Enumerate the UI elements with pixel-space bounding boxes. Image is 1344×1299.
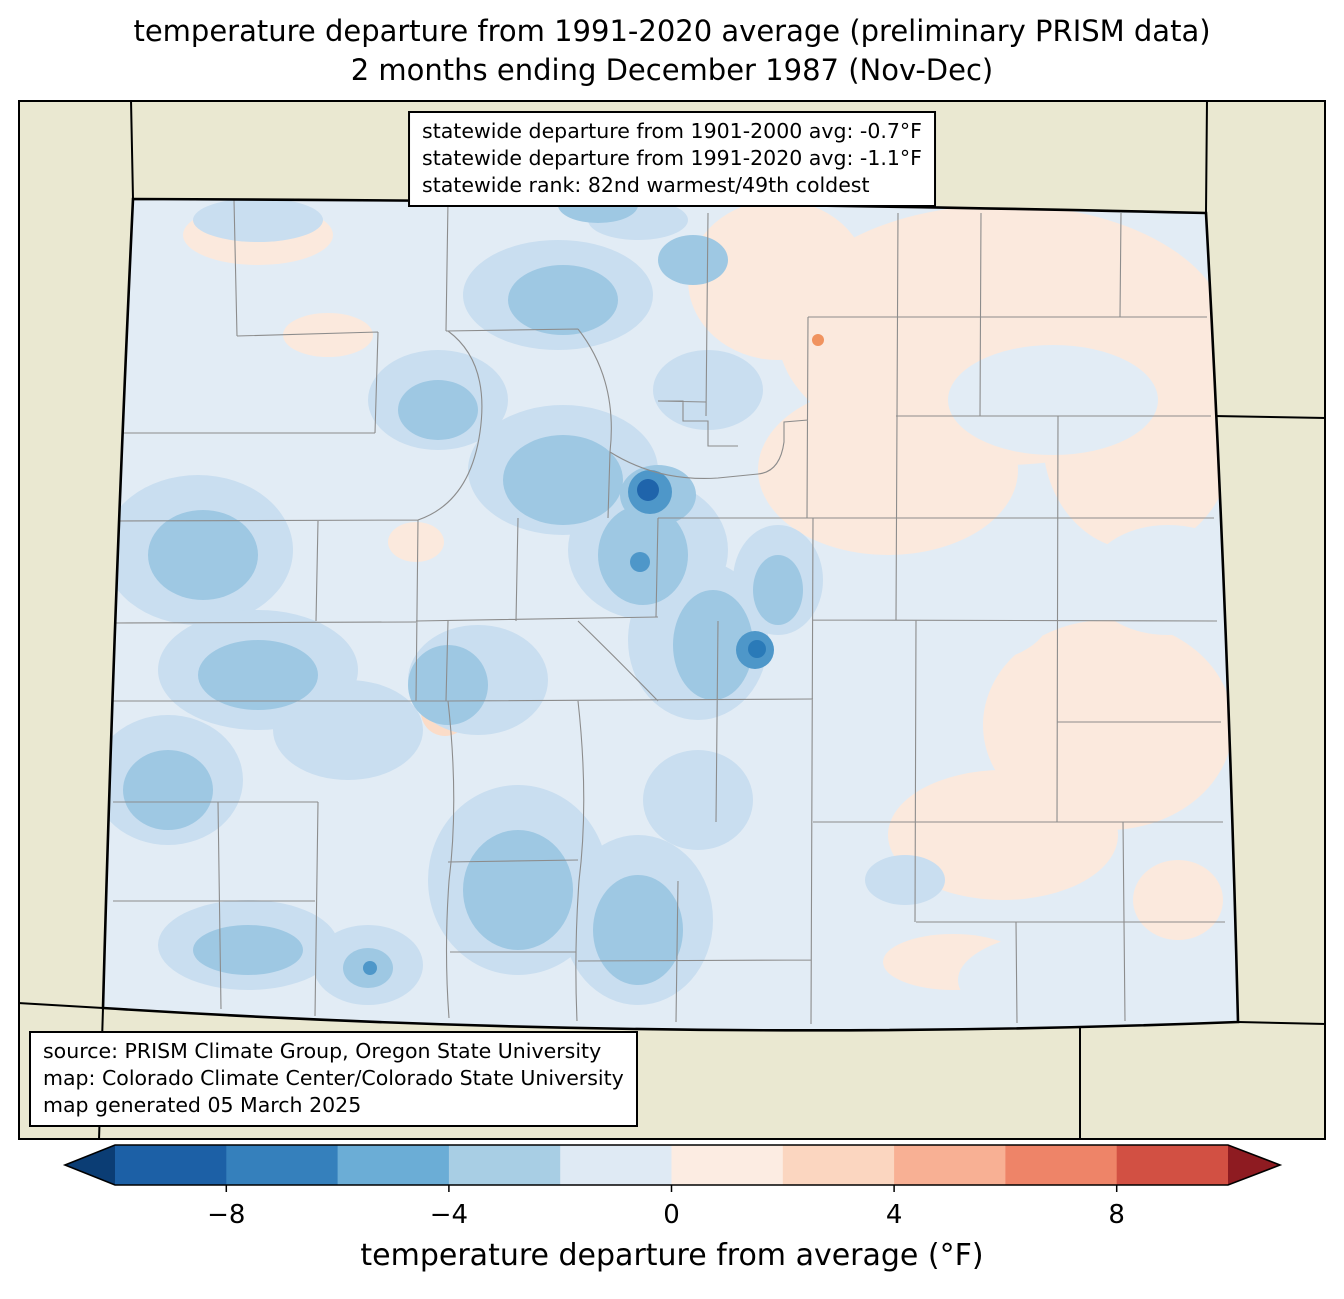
source-attribution-box: source: PRISM Climate Group, Oregon Stat… — [29, 1030, 638, 1127]
neighbor-state-borders — [18, 100, 1326, 1140]
colorbar-segment — [337, 1145, 450, 1185]
colorbar-segment — [782, 1145, 895, 1185]
colorbar: −8 −4 0 4 8 — [62, 1144, 1283, 1230]
colorado-map — [18, 100, 1326, 1140]
colorbar-segment — [560, 1145, 673, 1185]
colorbar-tick-label: 8 — [1108, 1200, 1125, 1230]
colorbar-arrow-left — [65, 1145, 115, 1185]
colorbar-segment — [226, 1145, 339, 1185]
stats-line-2: statewide departure from 1991-2020 avg: … — [422, 146, 922, 171]
source-line-3: map generated 05 March 2025 — [43, 1092, 362, 1117]
figure-title-line2: 2 months ending December 1987 (Nov-Dec) — [350, 53, 994, 87]
colorbar-segment — [1116, 1145, 1229, 1185]
stats-line-1: statewide departure from 1901-2000 avg: … — [422, 119, 922, 143]
figure-title-line1: temperature departure from 1991-2020 ave… — [133, 14, 1211, 48]
county-boundaries — [112, 199, 1225, 1025]
colorbar-segment — [894, 1145, 1006, 1185]
statewide-stats-box: statewide departure from 1901-2000 avg: … — [408, 111, 936, 208]
neutral-areas — [868, 345, 1238, 1030]
colorbar-segment — [1005, 1145, 1118, 1185]
colorbar-segment — [671, 1145, 784, 1185]
colorbar-tick-label: −4 — [430, 1200, 468, 1230]
colorbar-segment — [448, 1145, 561, 1185]
colorbar-tick-label: −8 — [207, 1200, 245, 1230]
source-line-2: map: Colorado Climate Center/Colorado St… — [43, 1065, 624, 1090]
colorbar-outline — [62, 1144, 1283, 1186]
colorbar-label: temperature departure from average (°F) — [360, 1238, 984, 1273]
colorbar-area: −8 −4 0 4 8 temperature departure from avera… — [0, 1142, 1344, 1299]
colorbar-segment — [115, 1145, 227, 1185]
map-panel: statewide departure from 1901-2000 avg: … — [18, 100, 1326, 1140]
temperature-field — [103, 199, 1238, 1031]
map-frame — [18, 100, 1326, 1140]
figure-title: temperature departure from 1991-2020 ave… — [0, 12, 1344, 90]
colorbar-arrow-right — [1228, 1145, 1280, 1185]
colorbar-tick-label: 0 — [663, 1200, 680, 1230]
coldest-spots — [363, 470, 774, 975]
colorbar-tick-label: 4 — [886, 1200, 903, 1230]
source-line-1: source: PRISM Climate Group, Oregon Stat… — [43, 1038, 602, 1063]
stats-line-3: statewide rank: 82nd warmest/49th coldes… — [422, 173, 870, 198]
